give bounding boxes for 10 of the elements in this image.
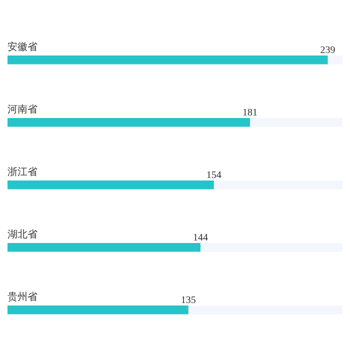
data-label: 181 xyxy=(242,107,258,118)
y-tick-label: 安徽省 xyxy=(8,40,38,53)
data-label: 144 xyxy=(192,232,208,244)
y-tick-label: 浙江省 xyxy=(8,166,38,178)
data-label: 154 xyxy=(206,170,222,181)
y-tick-label: 湖北省 xyxy=(8,228,38,240)
data-label: 239 xyxy=(320,44,336,56)
y-tick-label: 贵州省 xyxy=(8,290,38,303)
y-tick-label: 河南省 xyxy=(8,103,38,116)
data-label: 135 xyxy=(180,294,196,306)
